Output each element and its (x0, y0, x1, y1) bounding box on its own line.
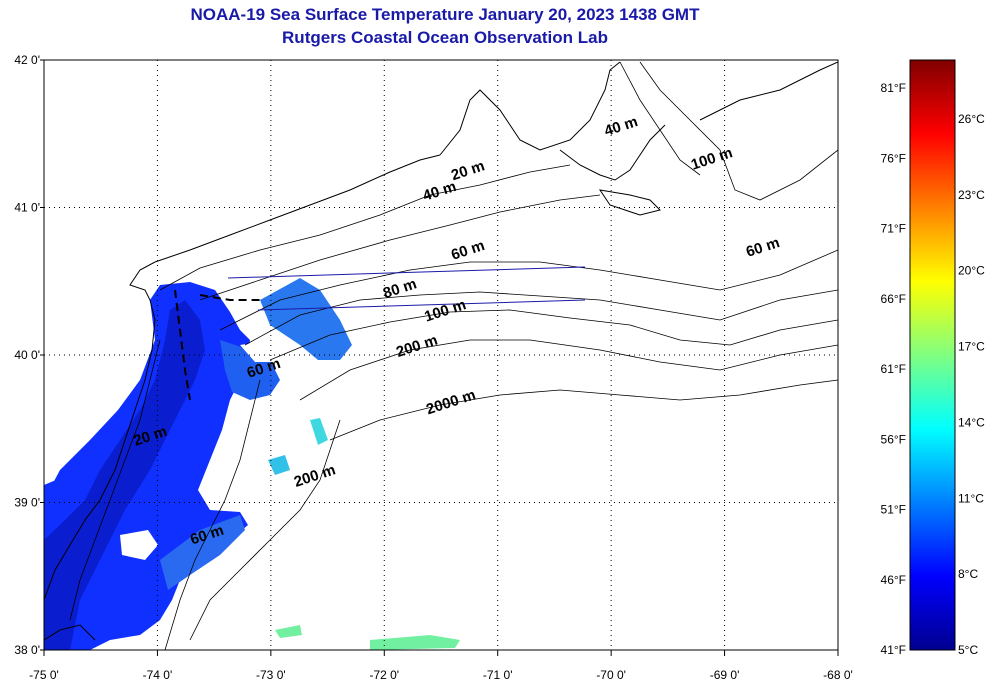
colorbar-f-label: 66°F (881, 292, 906, 306)
sst-patch-warm-3 (275, 625, 302, 638)
coastline-delmarva (44, 624, 96, 641)
coastline-long-island (154, 154, 441, 263)
longitude-label: -75 0' (29, 668, 59, 682)
contour-gom-100m (639, 61, 838, 201)
colorbar-f-label: 46°F (881, 573, 906, 587)
coastline-cape-cod (559, 124, 666, 181)
longitude-label: -74 0' (143, 668, 173, 682)
colorbar-c-label: 17°C (958, 340, 985, 354)
latitude-label: 41 0' (14, 201, 40, 215)
coastline-ri-ma (439, 61, 621, 156)
latitude-labels: 42 0' 41 0' 40 0' 39 0' 38 0' (14, 53, 44, 657)
transect-lines (227, 266, 586, 311)
bathymetry-contours (69, 61, 838, 650)
graticule (44, 60, 838, 650)
coastline-nantucket (598, 189, 661, 216)
latitude-label: 38 0' (14, 643, 40, 657)
contour-20m (159, 164, 571, 291)
sst-patch-inner-dark (44, 300, 205, 650)
colorbar-c-label: 23°C (958, 188, 985, 202)
sst-patch-warm-1 (268, 455, 290, 475)
colorbar-c-label: 20°C (958, 264, 985, 278)
map-title: NOAA-19 Sea Surface Temperature January … (190, 5, 700, 24)
contour-60m-south (164, 379, 261, 650)
longitude-label: -72 0' (369, 668, 399, 682)
sst-patch-warm-2 (310, 418, 328, 445)
longitude-label: -73 0' (256, 668, 286, 682)
contour-100m (269, 309, 838, 361)
colorbar-c-label: 26°C (958, 112, 985, 126)
dashed-lanes (174, 289, 260, 401)
longitude-label: -70 0' (596, 668, 626, 682)
colorbar-f-label: 76°F (881, 151, 906, 165)
contour-20m-south (69, 339, 161, 621)
dashed-lane-2 (199, 294, 260, 301)
contour-200m-south (189, 419, 341, 641)
colorbar-c-label: 5°C (958, 643, 978, 657)
contour-gom-40m (619, 61, 701, 176)
colorbar-f-label: 71°F (881, 222, 906, 236)
dashed-lane-1 (174, 289, 191, 401)
contour-60m-north (219, 249, 838, 331)
latitude-label: 39 0' (14, 496, 40, 510)
transect-north (227, 266, 586, 279)
sst-patch-shore-west (44, 480, 56, 520)
longitude-labels: -75 0' -74 0' -73 0' -72 0' -71 0' -70 0' -69 … (29, 650, 853, 682)
colorbar-f-label: 56°F (881, 432, 906, 446)
colorbar-f-label: 51°F (881, 503, 906, 517)
colorbar-f-label: 61°F (881, 362, 906, 376)
coastline-maine (699, 61, 838, 121)
sst-patch-south (160, 515, 245, 590)
longitude-label: -71 0' (483, 668, 513, 682)
colorbar (909, 59, 956, 651)
contour-80m (244, 289, 838, 346)
latitude-label: 42 0' (14, 53, 40, 67)
sst-patch-cloud-1 (120, 530, 158, 560)
contour-200m (299, 339, 838, 401)
colorbar-c-label: 14°C (958, 415, 985, 429)
sst-patch-mid (220, 340, 280, 400)
longitude-label: -68 0' (823, 668, 853, 682)
colorbar-f-label: 41°F (881, 643, 906, 657)
colorbar-c-label: 8°C (958, 567, 978, 581)
latitude-label: 40 0' (14, 348, 40, 362)
transect-south (257, 299, 586, 311)
sst-patches (44, 278, 460, 650)
contour-2000m (329, 379, 838, 441)
colorbar-fahrenheit-labels: 81°F 76°F 71°F 66°F 61°F 56°F 51°F 46°F 41°F (881, 81, 906, 657)
colorbar-f-label: 81°F (881, 81, 906, 95)
map-subtitle: Rutgers Coastal Ocean Observation Lab (282, 28, 608, 47)
sst-patch-shelf (260, 278, 352, 360)
coastline (44, 61, 838, 641)
colorbar-c-label: 11°C (958, 491, 984, 505)
coastline-nj (44, 261, 156, 601)
longitude-label: -69 0' (710, 668, 740, 682)
sst-patch-warm-4 (370, 635, 460, 650)
colorbar-celsius-labels: 26°C 23°C 20°C 17°C 14°C 11°C 8°C 5°C (958, 112, 985, 657)
